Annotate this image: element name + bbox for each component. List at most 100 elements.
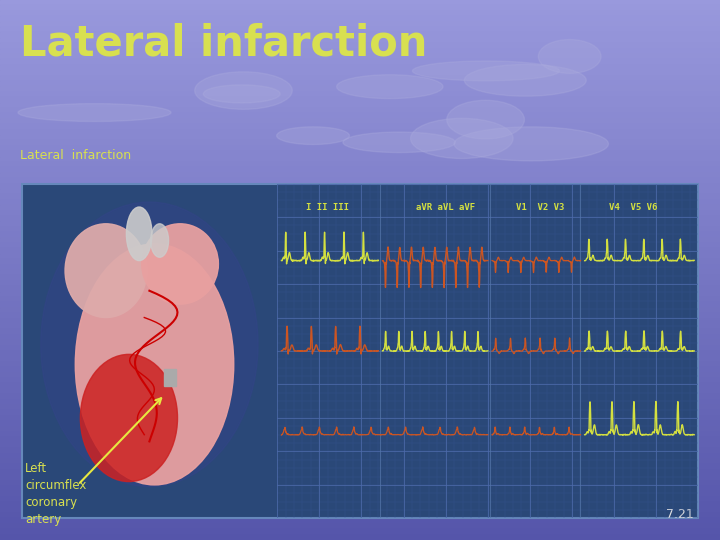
Bar: [0, 394, 720, 400]
Bar: [0, 383, 720, 389]
Text: aVR aVL aVF: aVR aVL aVF: [416, 202, 475, 212]
Bar: [0, 265, 720, 270]
Bar: [0, 335, 720, 340]
Ellipse shape: [65, 224, 147, 318]
Bar: [0, 481, 720, 486]
Bar: [0, 270, 720, 275]
Ellipse shape: [81, 354, 178, 482]
Bar: [0, 194, 720, 200]
Bar: [0, 389, 720, 394]
Bar: [0, 508, 720, 513]
Bar: [0, 427, 720, 432]
Bar: [0, 216, 720, 221]
FancyBboxPatch shape: [22, 184, 698, 518]
Bar: [0, 130, 720, 135]
Text: I II III: I II III: [306, 202, 349, 212]
Bar: [0, 535, 720, 540]
Text: V1  V2 V3: V1 V2 V3: [516, 202, 564, 212]
Bar: [0, 211, 720, 216]
Ellipse shape: [41, 202, 258, 487]
Bar: [0, 356, 720, 362]
Bar: [0, 243, 720, 248]
Bar: [0, 200, 720, 205]
Bar: [0, 86, 720, 92]
Bar: [0, 292, 720, 297]
Bar: [0, 70, 720, 76]
Bar: [0, 400, 720, 405]
Bar: [0, 329, 720, 335]
Bar: [0, 0, 720, 5]
Bar: [0, 178, 720, 184]
Bar: [0, 157, 720, 162]
Bar: [0, 167, 720, 173]
Bar: [0, 351, 720, 356]
Bar: [0, 16, 720, 22]
Bar: [0, 297, 720, 302]
Ellipse shape: [142, 224, 218, 304]
Bar: [0, 189, 720, 194]
Bar: [0, 248, 720, 254]
Ellipse shape: [150, 224, 168, 257]
Text: 7.21: 7.21: [665, 508, 693, 521]
Bar: [0, 313, 720, 319]
Bar: [0, 184, 720, 189]
Bar: [0, 81, 720, 86]
Bar: [0, 416, 720, 421]
Bar: [0, 97, 720, 103]
Ellipse shape: [127, 207, 152, 261]
Bar: [0, 92, 720, 97]
Bar: [0, 367, 720, 373]
Bar: [0, 275, 720, 281]
Ellipse shape: [337, 75, 443, 99]
Bar: [0, 362, 720, 367]
Text: V4  V5 V6: V4 V5 V6: [609, 202, 657, 212]
Bar: [0, 464, 720, 470]
Bar: [0, 497, 720, 502]
Ellipse shape: [454, 127, 608, 161]
Bar: [0, 421, 720, 427]
Bar: [0, 27, 720, 32]
Bar: [0, 140, 720, 146]
Bar: [0, 502, 720, 508]
Bar: [0, 146, 720, 151]
Bar: [0, 524, 720, 529]
Bar: [0, 135, 720, 140]
Bar: [0, 113, 720, 119]
Bar: [0, 286, 720, 292]
Bar: [0, 373, 720, 378]
Bar: [0, 5, 720, 11]
Bar: [0, 103, 720, 108]
Bar: [0, 459, 720, 464]
Bar: [0, 162, 720, 167]
Text: Lateral  infarction: Lateral infarction: [20, 149, 131, 162]
Ellipse shape: [447, 100, 524, 139]
Bar: [0, 76, 720, 81]
Bar: [0, 49, 720, 54]
Bar: [0, 259, 720, 265]
Bar: [0, 38, 720, 43]
Bar: [0, 518, 720, 524]
Bar: [0, 254, 720, 259]
Ellipse shape: [18, 104, 171, 122]
Bar: [0, 486, 720, 491]
Bar: [0, 529, 720, 535]
Bar: [0, 405, 720, 410]
Bar: [0, 491, 720, 497]
Bar: [0, 378, 720, 383]
Bar: [0, 410, 720, 416]
Bar: [0, 432, 720, 437]
Bar: [0, 22, 720, 27]
Bar: [0, 454, 720, 459]
Bar: [0, 119, 720, 124]
Bar: [0, 59, 720, 65]
Bar: [0, 340, 720, 346]
Ellipse shape: [464, 64, 586, 96]
Ellipse shape: [194, 72, 292, 109]
Bar: [0, 65, 720, 70]
Bar: [0, 205, 720, 211]
Bar: [0, 475, 720, 481]
Ellipse shape: [410, 118, 513, 159]
Bar: [0, 151, 720, 157]
Bar: [0, 238, 720, 243]
Bar: [0, 346, 720, 351]
